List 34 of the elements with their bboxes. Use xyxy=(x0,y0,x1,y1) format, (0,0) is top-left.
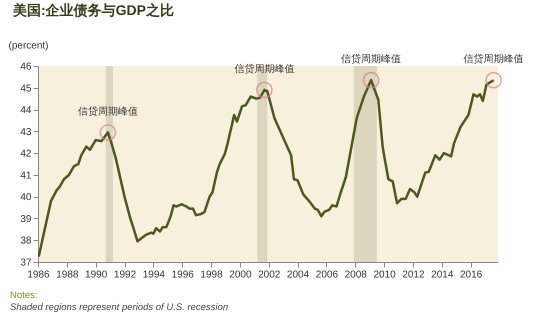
y-tick-label: 44 xyxy=(20,105,32,116)
x-tick-label: 2010 xyxy=(373,270,396,280)
y-tick-label: 39 xyxy=(20,214,32,225)
annotation: 信贷周期峰值 xyxy=(341,53,402,66)
y-tick-label: 43 xyxy=(20,126,32,138)
x-tick-label: 1990 xyxy=(85,270,108,280)
x-tick-label: 1994 xyxy=(142,270,166,280)
y-tick-label: 40 xyxy=(20,192,32,204)
y-tick-label: 46 xyxy=(20,62,32,72)
y-tick-label: 41 xyxy=(20,170,32,182)
y-tick-label: 45 xyxy=(20,83,32,94)
y-axis-title: (percent) xyxy=(8,40,49,52)
x-tick-label: 2014 xyxy=(431,270,454,280)
text: Shaded regions represent periods of U.S. recession xyxy=(10,302,228,314)
x-tick-label: 1986 xyxy=(27,270,50,280)
y-tick-label: 42 xyxy=(20,148,32,160)
x-tick-label: 2008 xyxy=(344,270,368,280)
x-tick-label: 1988 xyxy=(56,270,79,280)
x-tick-label: 2000 xyxy=(229,270,252,280)
annotation: 信贷周期峰值 xyxy=(234,62,294,75)
y-tick-label: 37 xyxy=(20,258,32,268)
x-tick-label: 2012 xyxy=(402,270,425,280)
y-tick-label: 38 xyxy=(20,236,32,247)
x-tick-label: 2016 xyxy=(460,270,483,280)
x-tick-label: 1998 xyxy=(200,270,224,280)
x-tick-label: 1992 xyxy=(114,270,137,280)
x-tick-label: 1996 xyxy=(172,270,194,280)
x-tick-label: 2004 xyxy=(286,270,310,280)
text: Notes: xyxy=(10,290,38,302)
annotation: 信贷周期峰值 xyxy=(78,105,138,118)
x-tick-label: 2006 xyxy=(316,270,338,280)
x-tick-label: 2002 xyxy=(258,270,281,280)
chart-title: 美国:企业债务与GDP之比 xyxy=(12,2,174,18)
annotation: 信贷周期峰值 xyxy=(464,53,524,66)
